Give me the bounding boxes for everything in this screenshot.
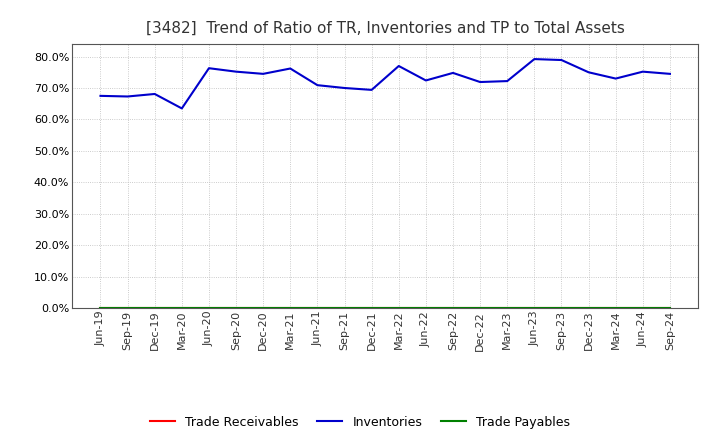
Inventories [639,69,647,74]
Inventories [611,76,620,81]
Trade Payables [286,305,294,311]
Inventories [449,70,457,76]
Trade Payables [367,305,376,311]
Trade Payables [123,305,132,311]
Trade Payables [232,305,240,311]
Line: Inventories: Inventories [101,59,670,108]
Trade Payables [449,305,457,311]
Inventories [367,87,376,92]
Trade Payables [557,305,566,311]
Trade Receivables [178,305,186,311]
Trade Payables [530,305,539,311]
Trade Receivables [232,305,240,311]
Trade Receivables [530,305,539,311]
Trade Receivables [476,305,485,311]
Trade Receivables [665,305,674,311]
Trade Payables [665,305,674,311]
Trade Payables [639,305,647,311]
Trade Payables [204,305,213,311]
Trade Receivables [584,305,593,311]
Inventories [204,66,213,71]
Inventories [421,78,430,83]
Inventories [259,71,268,77]
Trade Receivables [313,305,322,311]
Inventories [395,63,403,69]
Inventories [341,85,349,91]
Legend: Trade Receivables, Inventories, Trade Payables: Trade Receivables, Inventories, Trade Pa… [145,411,575,434]
Trade Receivables [204,305,213,311]
Trade Receivables [395,305,403,311]
Inventories [232,69,240,74]
Trade Payables [584,305,593,311]
Trade Payables [341,305,349,311]
Inventories [123,94,132,99]
Trade Receivables [259,305,268,311]
Trade Payables [395,305,403,311]
Trade Payables [421,305,430,311]
Trade Receivables [150,305,159,311]
Inventories [503,78,511,84]
Trade Receivables [557,305,566,311]
Inventories [584,70,593,75]
Trade Receivables [341,305,349,311]
Trade Payables [259,305,268,311]
Inventories [178,106,186,111]
Inventories [286,66,294,71]
Trade Payables [313,305,322,311]
Inventories [557,57,566,62]
Trade Receivables [503,305,511,311]
Trade Payables [503,305,511,311]
Trade Receivables [449,305,457,311]
Trade Receivables [421,305,430,311]
Trade Payables [476,305,485,311]
Trade Receivables [367,305,376,311]
Trade Payables [150,305,159,311]
Trade Receivables [611,305,620,311]
Trade Payables [611,305,620,311]
Trade Payables [178,305,186,311]
Trade Receivables [286,305,294,311]
Trade Receivables [123,305,132,311]
Title: [3482]  Trend of Ratio of TR, Inventories and TP to Total Assets: [3482] Trend of Ratio of TR, Inventories… [145,21,625,36]
Inventories [96,93,105,99]
Inventories [313,83,322,88]
Inventories [665,71,674,77]
Trade Receivables [639,305,647,311]
Inventories [476,79,485,84]
Inventories [530,56,539,62]
Inventories [150,92,159,97]
Trade Payables [96,305,105,311]
Trade Receivables [96,305,105,311]
